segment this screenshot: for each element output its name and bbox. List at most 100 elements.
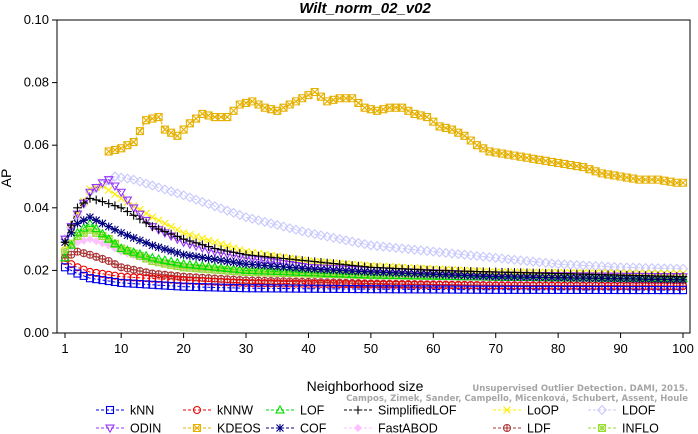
data-point-cof	[304, 264, 313, 273]
data-point-ldof	[478, 251, 489, 262]
plot-frame	[56, 19, 691, 334]
data-point-cof	[85, 213, 95, 222]
data-point-loop	[179, 228, 188, 237]
data-point-knn	[117, 278, 126, 287]
data-point-ldof	[546, 258, 557, 269]
data-point-knnw	[522, 281, 531, 290]
data-point-simplifiedlof	[310, 257, 319, 266]
data-point-loop	[117, 194, 126, 203]
data-point-knn	[441, 285, 450, 294]
data-point-knn	[135, 279, 144, 289]
data-point-ldof	[184, 192, 195, 203]
data-point-cof	[373, 268, 382, 277]
data-point-ldof	[222, 205, 233, 216]
data-point-loop	[217, 240, 225, 248]
data-point-ldof	[147, 180, 158, 191]
data-point-knn	[579, 285, 588, 295]
data-point-knnw	[472, 281, 482, 290]
data-point-lof	[97, 228, 108, 238]
data-point-cof	[379, 268, 388, 277]
x-axis: 1 10 20 30 40 50 60 70 80 90 100	[61, 333, 694, 356]
legend-marker-lof	[275, 404, 285, 414]
data-point-knnw	[379, 280, 388, 289]
data-point-knn	[248, 284, 257, 293]
data-point-ldof	[178, 190, 189, 201]
data-point-ldof	[434, 247, 445, 258]
data-point-knn	[304, 284, 313, 293]
data-point-odin	[134, 210, 145, 220]
data-point-simplifiedlof	[135, 214, 145, 224]
data-point-ldof	[365, 240, 376, 251]
legend-item-ldof: LDOF	[588, 404, 656, 418]
data-point-knnw	[110, 271, 119, 280]
data-point-knn	[123, 279, 132, 288]
data-point-cof	[92, 216, 101, 225]
data-point-ldof	[272, 219, 283, 231]
data-point-lof	[116, 243, 127, 252]
data-point-ldof	[559, 259, 570, 270]
data-point-knnw	[135, 273, 144, 282]
data-point-knn	[485, 285, 494, 294]
data-point-ldof	[172, 188, 183, 199]
data-point-cof	[397, 269, 407, 278]
legend-label-fastabod: FastABOD	[378, 422, 438, 434]
data-point-knnw	[348, 280, 357, 289]
data-point-knnw	[316, 279, 325, 288]
data-point-simplifiedlof	[210, 244, 220, 253]
data-point-loop	[229, 243, 238, 252]
data-point-knn	[391, 285, 400, 294]
data-point-loop	[111, 190, 119, 199]
data-point-knn	[354, 285, 363, 294]
data-point-knnw	[560, 281, 569, 290]
data-point-odin	[141, 216, 152, 226]
legend-item-loop: LoOP	[493, 404, 559, 418]
data-point-cof	[67, 228, 76, 237]
data-point-knnw	[298, 279, 307, 288]
data-point-knnw	[391, 280, 400, 289]
data-point-knnw	[354, 280, 363, 289]
data-point-knnw	[217, 277, 226, 286]
data-point-knnw	[323, 279, 332, 288]
data-point-knnw	[447, 281, 457, 290]
data-point-knn	[560, 285, 569, 294]
data-point-simplifiedlof	[185, 236, 195, 246]
data-point-knnw	[441, 280, 450, 290]
data-point-lof	[166, 256, 177, 266]
data-point-knnw	[291, 279, 301, 288]
data-point-simplifiedlof	[129, 211, 138, 220]
data-point-knn	[142, 280, 151, 289]
data-point-knnw	[266, 279, 276, 288]
data-point-knn	[104, 276, 113, 286]
data-point-simplifiedlof	[85, 194, 95, 203]
data-point-cof	[154, 243, 163, 252]
data-point-lof	[440, 271, 451, 280]
data-point-knn	[129, 279, 138, 288]
legend-label-odin: ODIN	[130, 422, 161, 434]
data-point-simplifiedlof	[254, 251, 263, 261]
legend-item-kdeos: KDEOS	[183, 422, 261, 434]
data-point-lof	[322, 268, 333, 277]
x-tick-label: 100	[672, 341, 694, 356]
data-point-knn	[472, 285, 482, 294]
data-point-knnw	[98, 269, 107, 278]
data-point-kdeos	[135, 127, 144, 136]
data-point-knn	[260, 284, 269, 293]
data-point-knn	[291, 284, 301, 293]
data-point-ldof	[328, 232, 339, 243]
data-point-cof	[310, 265, 319, 274]
data-point-knn	[266, 284, 276, 293]
legend-marker-knn	[105, 405, 115, 415]
data-point-ldof	[322, 231, 333, 242]
data-point-simplifiedlof	[354, 261, 363, 271]
data-point-simplifiedlof	[329, 259, 338, 268]
data-point-cof	[479, 272, 488, 281]
x-tick-label: 20	[176, 341, 190, 356]
data-point-cof	[98, 219, 107, 228]
data-point-knn	[429, 285, 438, 294]
data-point-lof	[284, 266, 295, 276]
data-point-loop	[210, 238, 219, 247]
data-point-simplifiedlof	[60, 237, 70, 247]
data-point-lof	[78, 222, 89, 232]
data-point-cof	[466, 271, 475, 280]
data-point-fastabod	[85, 235, 95, 244]
